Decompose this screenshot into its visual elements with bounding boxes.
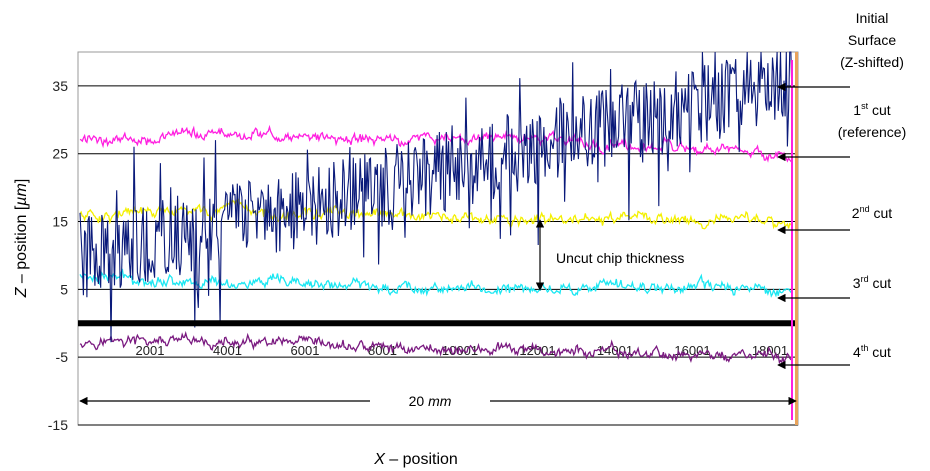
annotation-uncut-chip: Uncut chip thickness — [556, 250, 684, 266]
y-tick-label: 35 — [52, 78, 68, 94]
x-axis-label: X – position — [373, 451, 458, 468]
annotation-cut1-line2: (reference) — [838, 124, 906, 140]
edge-marker-magenta — [791, 60, 793, 420]
annotation-cut2: 2nd cut — [852, 204, 892, 221]
series-line-initial-surface — [79, 51, 793, 343]
y-tick-label: -5 — [56, 349, 69, 365]
y-tick-label: -15 — [48, 417, 68, 433]
series-line-cut2 — [79, 198, 793, 230]
y-tick-label: 5 — [60, 281, 68, 297]
y-tick-label: 15 — [52, 214, 68, 230]
annotation-initial-line1: Initial — [856, 10, 889, 26]
x-tick-label: 6001 — [291, 343, 320, 358]
series-line-cut1 — [79, 124, 793, 163]
annotation-initial-line3: (Z-shifted) — [840, 54, 904, 70]
y-tick-label: 25 — [52, 146, 68, 162]
annotation-span: 20 mm — [409, 393, 452, 409]
x-tick-label: 16001 — [674, 343, 710, 358]
edge-marker-orange — [795, 52, 798, 425]
y-axis-label: Z – position [µm] — [13, 179, 30, 299]
x-tick-label: 4001 — [213, 343, 242, 358]
annotation-cut4: 4th cut — [853, 343, 891, 360]
x-tick-label: 2001 — [136, 343, 165, 358]
annotation-initial-line2: Surface — [848, 32, 896, 48]
annotation-cut3: 3rd cut — [853, 274, 891, 291]
series-layer — [79, 51, 793, 365]
y-tick-labels: 35 25 15 5 -5 -15 — [48, 78, 68, 433]
x-tick-label: 12001 — [519, 343, 555, 358]
series-line-cut4 — [79, 330, 793, 365]
annotation-cut1: 1st cut — [853, 101, 890, 118]
gridlines — [78, 85, 798, 426]
